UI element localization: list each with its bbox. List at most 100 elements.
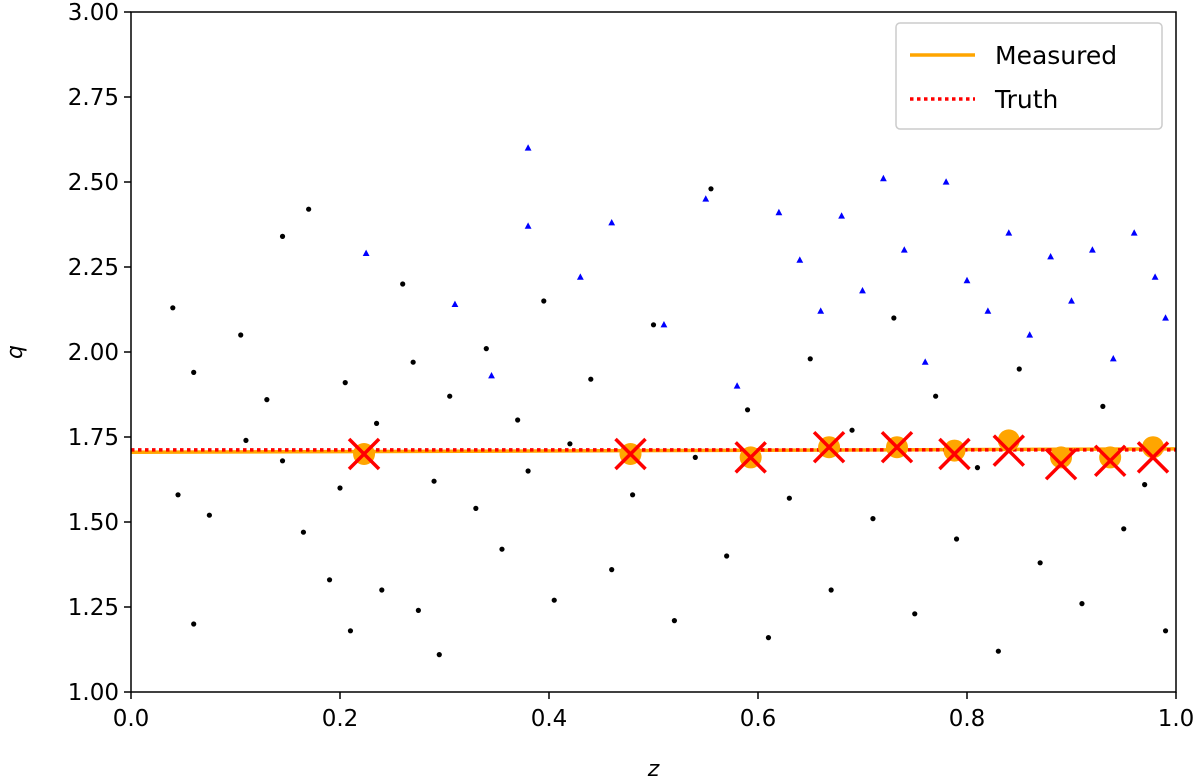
truth-bin-marker bbox=[1093, 444, 1127, 478]
scatter-point-black bbox=[347, 628, 354, 634]
scatter-point-black bbox=[264, 397, 270, 403]
scatter-point-black bbox=[238, 332, 244, 338]
y-tick-label: 3.00 bbox=[68, 0, 119, 26]
scatter-point-black bbox=[436, 652, 442, 658]
scatter-point-black bbox=[342, 380, 348, 386]
scatter-point-black bbox=[373, 420, 380, 426]
scatter-point-black bbox=[630, 492, 636, 498]
scatter-point-blue-triangle bbox=[488, 372, 495, 379]
truth-bin-marker bbox=[1044, 447, 1078, 481]
scatter-point-blue-triangle bbox=[1047, 253, 1054, 260]
scatter-point-black bbox=[1037, 560, 1043, 566]
scatter-point-blue-triangle bbox=[1151, 273, 1159, 280]
legend: Measured Truth bbox=[895, 22, 1163, 130]
x-tick-label: 0.4 bbox=[531, 706, 568, 732]
scatter-point-blue-triangle bbox=[608, 219, 616, 226]
scatter-point-black bbox=[891, 315, 897, 321]
scatter-point-black bbox=[744, 407, 751, 413]
scatter-point-blue-triangle bbox=[362, 249, 370, 256]
scatter-point-black bbox=[912, 611, 918, 617]
scatter-point-blue-triangle bbox=[1162, 314, 1169, 321]
measured-bin-marker bbox=[1099, 446, 1122, 469]
x-tick-label: 0.2 bbox=[322, 706, 359, 732]
scatter-point-black bbox=[807, 356, 813, 362]
scatter-point-blue-triangle bbox=[796, 256, 804, 263]
scatter-point-black bbox=[609, 567, 615, 573]
scatter-point-blue-triangle bbox=[702, 195, 710, 202]
scatter-point-blue-triangle bbox=[817, 307, 825, 314]
scatter-point-black bbox=[400, 281, 406, 287]
scatter-point-black bbox=[551, 597, 557, 603]
scatter-point-black bbox=[828, 587, 834, 593]
scatter-point-blue-triangle bbox=[1109, 355, 1117, 362]
scatter-point-black bbox=[588, 376, 594, 382]
scatter-point-blue-triangle bbox=[859, 287, 866, 294]
scatter-point-black bbox=[1016, 366, 1022, 372]
truth-bin-marker bbox=[992, 434, 1026, 467]
y-tick-label: 1.00 bbox=[68, 680, 119, 706]
scatter-point-blue-triangle bbox=[942, 178, 950, 185]
scatter-point-black bbox=[300, 529, 307, 535]
scatter-point-black bbox=[786, 495, 792, 501]
scatter-point-black bbox=[974, 465, 981, 471]
scatter-point-black bbox=[671, 618, 678, 624]
y-tick-label: 2.75 bbox=[68, 85, 119, 111]
scatter-point-blue-triangle bbox=[733, 382, 741, 389]
axis-ticks: 0.0 0.2 0.4 0.6 0.8 1.0 1.00 1.25 1.50 1.75 2.00 2.… bbox=[68, 0, 1195, 732]
scatter-point-black bbox=[243, 437, 249, 443]
scatter-point-black bbox=[431, 478, 437, 484]
scatter-point-black bbox=[515, 417, 521, 423]
scatter-point-black bbox=[473, 505, 479, 511]
scatter-point-black bbox=[1121, 526, 1127, 532]
scatter-point-black bbox=[1162, 628, 1169, 634]
scatter-point-blue-triangle bbox=[775, 208, 783, 216]
scatter-point-black bbox=[1142, 482, 1148, 488]
x-tick-label: 0.6 bbox=[740, 706, 777, 732]
x-tick-label: 0.0 bbox=[113, 706, 150, 732]
legend-label-truth: Truth bbox=[994, 85, 1058, 114]
scatter-point-black bbox=[933, 393, 939, 399]
legend-box bbox=[895, 22, 1163, 130]
y-axis-label: q bbox=[3, 345, 28, 359]
scatter-point-black bbox=[175, 492, 181, 498]
scatter-point-black bbox=[206, 512, 212, 518]
truth-bin-marker bbox=[734, 441, 767, 474]
y-tick-label: 1.75 bbox=[68, 425, 119, 451]
y-tick-label: 2.00 bbox=[68, 340, 119, 366]
truth-bin-marker bbox=[614, 437, 647, 471]
scatter-point-black bbox=[306, 206, 312, 212]
scatter-point-blue-triangle bbox=[900, 246, 908, 253]
scatter-point-blue-triangle bbox=[1068, 297, 1075, 304]
scatter-point-blue-triangle bbox=[576, 273, 584, 280]
truth-bin-marker bbox=[347, 437, 381, 471]
measured-bin-marker bbox=[1050, 446, 1073, 469]
scatter-point-black bbox=[724, 553, 730, 559]
scatter-point-black bbox=[337, 485, 343, 491]
scatter-point-blue-triangle bbox=[880, 174, 887, 182]
scatter-point-black bbox=[765, 635, 772, 641]
scatter-point-blue-triangle bbox=[1026, 331, 1034, 338]
scatter-point-blue-triangle bbox=[1005, 229, 1013, 236]
scatter-point-black bbox=[953, 536, 960, 542]
scatter-point-blue-triangle bbox=[921, 358, 929, 365]
legend-label-measured: Measured bbox=[995, 41, 1117, 70]
scatter-point-black bbox=[415, 607, 421, 614]
measured-bin-marker bbox=[943, 439, 966, 462]
y-tick-label: 1.50 bbox=[68, 510, 119, 536]
y-tick-label: 2.25 bbox=[68, 255, 119, 281]
scatter-point-black bbox=[1100, 403, 1106, 409]
scatter-point-black bbox=[483, 346, 489, 352]
scatter-point-black bbox=[995, 648, 1001, 654]
measured-bin-marker bbox=[997, 429, 1020, 452]
scatter-point-black bbox=[379, 587, 385, 593]
scatter-point-black bbox=[541, 298, 547, 304]
scatter-point-black bbox=[279, 458, 286, 464]
scatter-point-black bbox=[708, 186, 714, 192]
scatter-point-black bbox=[870, 516, 876, 522]
scatter-point-black bbox=[279, 233, 286, 239]
x-axis-label: z bbox=[647, 757, 660, 779]
y-tick-label: 1.25 bbox=[68, 595, 119, 621]
scatter-point-black bbox=[191, 369, 197, 375]
scatter-point-blue-triangle bbox=[1089, 246, 1096, 253]
